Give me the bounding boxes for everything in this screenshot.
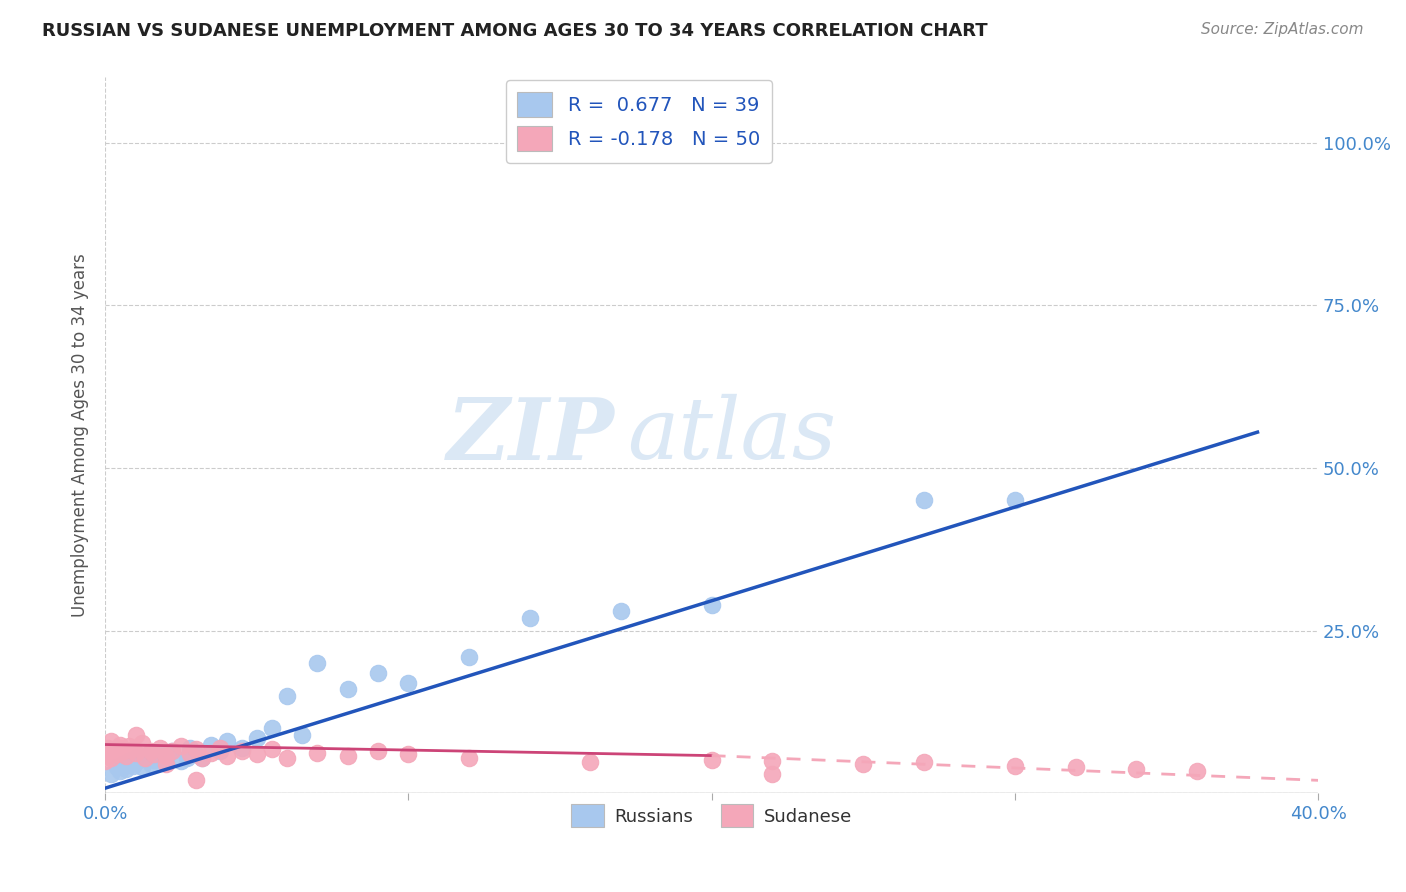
Point <box>260 742 283 756</box>
Point <box>307 656 329 670</box>
Point <box>115 748 138 763</box>
Point <box>100 734 122 748</box>
Point <box>700 598 723 612</box>
Point <box>519 610 541 624</box>
Point <box>121 759 143 773</box>
Point <box>110 738 132 752</box>
Point <box>579 755 602 769</box>
Point <box>112 757 135 772</box>
Point <box>160 744 183 758</box>
Point <box>852 757 875 772</box>
Point <box>209 740 232 755</box>
Point <box>149 747 172 762</box>
Point <box>912 493 935 508</box>
Point <box>118 739 141 754</box>
Point <box>1185 764 1208 778</box>
Point <box>231 740 253 755</box>
Point <box>200 746 222 760</box>
Point <box>124 750 146 764</box>
Point <box>124 746 146 760</box>
Point <box>134 748 156 763</box>
Point <box>215 734 238 748</box>
Point <box>155 757 177 772</box>
Point <box>100 767 122 781</box>
Point <box>105 760 128 774</box>
Point <box>176 750 198 764</box>
Point <box>1125 762 1147 776</box>
Point <box>186 747 208 762</box>
Point <box>124 728 146 742</box>
Point <box>1064 760 1087 774</box>
Text: ZIP: ZIP <box>447 393 614 477</box>
Point <box>609 604 631 618</box>
Point <box>307 746 329 760</box>
Point <box>124 755 146 769</box>
Point <box>139 757 162 772</box>
Point <box>170 739 193 754</box>
Point <box>149 740 172 755</box>
Text: RUSSIAN VS SUDANESE UNEMPLOYMENT AMONG AGES 30 TO 34 YEARS CORRELATION CHART: RUSSIAN VS SUDANESE UNEMPLOYMENT AMONG A… <box>42 22 988 40</box>
Point <box>155 748 177 763</box>
Point <box>246 731 269 745</box>
Point <box>97 740 120 755</box>
Point <box>191 750 214 764</box>
Legend: Russians, Sudanese: Russians, Sudanese <box>564 797 859 834</box>
Point <box>134 750 156 764</box>
Y-axis label: Unemployment Among Ages 30 to 34 years: Unemployment Among Ages 30 to 34 years <box>72 253 89 617</box>
Point <box>115 762 138 776</box>
Point <box>215 748 238 763</box>
Point <box>1004 493 1026 508</box>
Point <box>191 750 214 764</box>
Point <box>912 755 935 769</box>
Point <box>179 747 201 762</box>
Point <box>761 767 783 781</box>
Point <box>131 760 153 774</box>
Point <box>291 728 314 742</box>
Point <box>761 754 783 768</box>
Point <box>209 744 232 758</box>
Point <box>367 744 389 758</box>
Point <box>112 744 135 758</box>
Point <box>103 744 125 758</box>
Point <box>186 773 208 788</box>
Point <box>260 721 283 735</box>
Point <box>1004 759 1026 773</box>
Point <box>336 748 359 763</box>
Point <box>276 750 298 764</box>
Point <box>118 754 141 768</box>
Point <box>186 742 208 756</box>
Point <box>142 747 165 762</box>
Point <box>200 738 222 752</box>
Point <box>142 752 165 766</box>
Point <box>700 752 723 766</box>
Point <box>121 742 143 756</box>
Point <box>398 747 420 762</box>
Point <box>179 740 201 755</box>
Point <box>94 754 117 768</box>
Point <box>139 744 162 758</box>
Point <box>276 689 298 703</box>
Point <box>231 744 253 758</box>
Point <box>105 747 128 762</box>
Point <box>458 649 481 664</box>
Text: atlas: atlas <box>627 394 837 476</box>
Point <box>100 750 122 764</box>
Point <box>246 747 269 762</box>
Point <box>458 750 481 764</box>
Point <box>170 754 193 768</box>
Point <box>367 665 389 680</box>
Point <box>155 755 177 769</box>
Text: Source: ZipAtlas.com: Source: ZipAtlas.com <box>1201 22 1364 37</box>
Point <box>336 682 359 697</box>
Point <box>398 675 420 690</box>
Point <box>110 764 132 778</box>
Point <box>160 744 183 758</box>
Point <box>110 740 132 755</box>
Point <box>131 735 153 749</box>
Point <box>97 747 120 762</box>
